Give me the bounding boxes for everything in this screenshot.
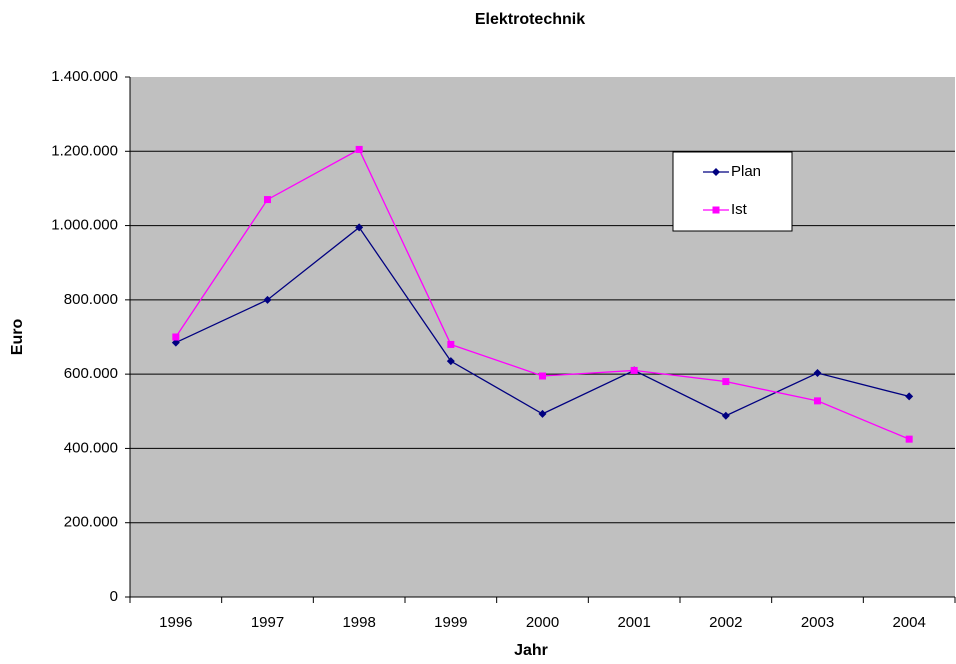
y-tick-label: 1.200.000 xyxy=(51,142,118,159)
y-tick-label: 200.000 xyxy=(64,514,118,531)
marker xyxy=(172,333,180,341)
marker xyxy=(814,397,821,405)
y-tick-label: 400.000 xyxy=(64,439,118,456)
marker xyxy=(630,366,638,374)
marker xyxy=(905,435,913,443)
chart-title: Elektrotechnik xyxy=(475,11,585,28)
marker xyxy=(905,392,914,401)
y-tick-label: 1.000.000 xyxy=(51,217,118,234)
x-tick-label: 1999 xyxy=(434,614,467,631)
y-axis-label: Euro xyxy=(9,319,26,356)
y-tick-label: 800.000 xyxy=(64,291,118,308)
x-axis-label: Jahr xyxy=(514,642,548,659)
plot-area xyxy=(130,77,955,597)
marker xyxy=(712,168,720,176)
marker xyxy=(355,223,364,232)
marker xyxy=(263,295,272,304)
marker xyxy=(721,411,730,420)
legend-label: Ist xyxy=(731,201,748,218)
legend-label: Plan xyxy=(731,163,761,180)
marker xyxy=(447,340,455,348)
marker xyxy=(264,196,271,204)
marker xyxy=(355,145,363,153)
marker xyxy=(538,409,547,418)
marker xyxy=(171,338,180,347)
y-tick-label: 1.400.000 xyxy=(51,68,118,85)
marker xyxy=(722,378,730,386)
marker xyxy=(446,357,455,366)
x-tick-label: 2004 xyxy=(892,614,925,631)
y-tick-label: 0 xyxy=(110,588,118,605)
marker xyxy=(539,372,546,380)
y-tick-label: 600.000 xyxy=(64,365,118,382)
x-tick-label: 2000 xyxy=(526,614,559,631)
marker xyxy=(813,369,822,378)
x-tick-label: 1998 xyxy=(342,614,375,631)
legend xyxy=(672,151,793,232)
x-tick-label: 1996 xyxy=(159,614,192,631)
x-tick-label: 2001 xyxy=(617,614,650,631)
marker xyxy=(712,206,720,214)
x-tick-label: 1997 xyxy=(251,614,284,631)
x-tick-label: 2003 xyxy=(801,614,834,631)
x-tick-label: 2002 xyxy=(709,614,742,631)
